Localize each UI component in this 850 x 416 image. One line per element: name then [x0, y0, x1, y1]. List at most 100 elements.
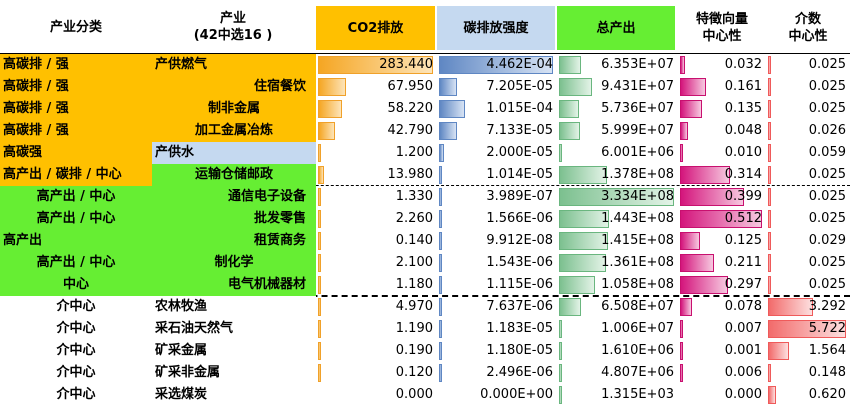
header-eigen-line2: 中心性	[702, 29, 742, 44]
header-between-line1: 介数	[794, 12, 821, 27]
category-cell: 高碳排 / 强	[0, 54, 152, 76]
betweenness-cell-bar	[768, 386, 777, 404]
output-cell-bar	[559, 364, 562, 382]
intensity-cell: 1.014E-05	[437, 164, 557, 186]
eigen-cell: 0.032	[678, 54, 766, 76]
output-cell: 1.378E+08	[557, 164, 678, 186]
eigen-cell-value: 0.161	[724, 79, 762, 94]
co2-cell: 0.140	[316, 230, 437, 252]
industry-cell-value: 批发零售	[253, 211, 306, 226]
intensity-cell-value: 1.566E-06	[486, 211, 553, 226]
output-cell-bar	[559, 254, 606, 272]
eigen-cell: 0.048	[678, 120, 766, 142]
intensity-cell: 7.637E-06	[437, 296, 557, 318]
eigen-cell-value: 0.512	[724, 211, 762, 226]
eigen-cell: 0.007	[678, 318, 766, 340]
category-cell: 高产出 / 中心	[0, 186, 152, 208]
category-cell: 介中心	[0, 362, 152, 384]
eigen-cell: 0.010	[678, 142, 766, 164]
category-cell-value: 介中心	[56, 387, 96, 402]
co2-cell: 0.000	[316, 384, 437, 406]
industry-cell: 租赁商务	[152, 230, 316, 252]
category-cell: 高碳排 / 强	[0, 76, 152, 98]
co2-cell-value: 283.440	[379, 57, 433, 72]
betweenness-cell-value: 0.025	[808, 255, 846, 270]
betweenness-cell-value: 0.620	[808, 387, 846, 402]
betweenness-cell: 1.564	[766, 340, 850, 362]
intensity-cell: 1.180E-05	[437, 340, 557, 362]
output-cell: 1.315E+03	[557, 384, 678, 406]
betweenness-cell-value: 0.025	[808, 167, 846, 182]
output-cell-bar	[559, 320, 563, 338]
industry-cell: 产供燃气	[152, 54, 316, 76]
co2-cell-bar	[318, 254, 321, 272]
intensity-cell-bar	[439, 166, 442, 184]
industry-cell-value: 租赁商务	[253, 233, 306, 248]
intensity-cell-value: 7.205E-05	[486, 79, 553, 94]
intensity-cell-bar	[439, 122, 458, 140]
industry-cell-value: 采石油天然气	[155, 321, 234, 336]
industry-cell-value: 电气机械器材	[227, 277, 306, 292]
betweenness-cell: 0.148	[766, 362, 850, 384]
industry-cell: 制非金属	[152, 98, 316, 120]
category-cell: 介中心	[0, 384, 152, 406]
industry-cell-value: 矿采金属	[155, 343, 208, 358]
betweenness-cell-bar	[768, 210, 771, 228]
co2-cell-value: 1.200	[395, 145, 433, 160]
intensity-cell: 1.115E-06	[437, 274, 557, 296]
output-cell: 5.999E+07	[557, 120, 678, 142]
category-cell: 高产出 / 中心	[0, 252, 152, 274]
eigen-cell-bar	[680, 56, 686, 74]
co2-cell: 2.100	[316, 252, 437, 274]
intensity-cell-bar	[439, 78, 458, 96]
industry-cell: 采石油天然气	[152, 318, 316, 340]
intensity-cell-bar	[439, 188, 442, 206]
co2-cell: 4.970	[316, 296, 437, 318]
eigen-cell: 0.000	[678, 384, 766, 406]
industry-cell-value: 住宿餐饮	[253, 79, 306, 94]
group-divider-2	[0, 295, 850, 297]
output-cell-value: 5.999E+07	[601, 123, 674, 138]
co2-cell-bar	[318, 320, 321, 338]
category-cell: 高产出 / 中心	[0, 208, 152, 230]
eigen-cell-value: 0.314	[724, 167, 762, 182]
co2-cell-value: 2.260	[395, 211, 433, 226]
eigen-cell-bar	[680, 254, 714, 272]
intensity-cell-value: 1.014E-05	[486, 167, 553, 182]
output-cell-value: 5.736E+07	[601, 101, 674, 116]
betweenness-cell-value: 0.025	[808, 189, 846, 204]
eigen-cell-value: 0.135	[724, 101, 762, 116]
industry-cell: 批发零售	[152, 208, 316, 230]
betweenness-cell-bar	[768, 364, 771, 382]
category-cell: 高碳排 / 强	[0, 120, 152, 142]
output-cell-bar	[559, 56, 581, 74]
co2-cell: 67.950	[316, 76, 437, 98]
eigen-cell: 0.314	[678, 164, 766, 186]
betweenness-cell-value: 0.025	[808, 101, 846, 116]
co2-cell-value: 4.970	[395, 299, 433, 314]
output-cell-bar	[559, 342, 562, 360]
industry-cell-value: 加工金属冶炼	[194, 123, 273, 138]
co2-cell-value: 1.180	[395, 277, 433, 292]
betweenness-cell-value: 1.564	[808, 343, 846, 358]
category-cell: 高产出 / 碳排 / 中心	[0, 164, 152, 186]
category-cell-value: 高碳排 / 强	[3, 101, 69, 116]
betweenness-cell-bar	[768, 78, 771, 96]
betweenness-cell-value: 0.025	[808, 79, 846, 94]
intensity-cell: 2.000E-05	[437, 142, 557, 164]
intensity-cell-value: 1.543E-06	[486, 255, 553, 270]
category-cell-value: 介中心	[56, 365, 96, 380]
betweenness-cell: 0.026	[766, 120, 850, 142]
eigen-cell-value: 0.001	[724, 343, 762, 358]
intensity-cell: 2.496E-06	[437, 362, 557, 384]
industry-cell-value: 采选煤炭	[155, 387, 208, 402]
co2-cell: 2.260	[316, 208, 437, 230]
co2-cell: 13.980	[316, 164, 437, 186]
output-cell: 1.415E+08	[557, 230, 678, 252]
header-intensity-label: 碳排放强度	[463, 20, 529, 36]
category-cell-value: 中心	[62, 277, 89, 292]
header-industry-line1: 产业	[219, 11, 246, 26]
output-cell: 3.334E+08	[557, 186, 678, 208]
category-cell: 介中心	[0, 340, 152, 362]
betweenness-cell-value: 0.026	[808, 123, 846, 138]
